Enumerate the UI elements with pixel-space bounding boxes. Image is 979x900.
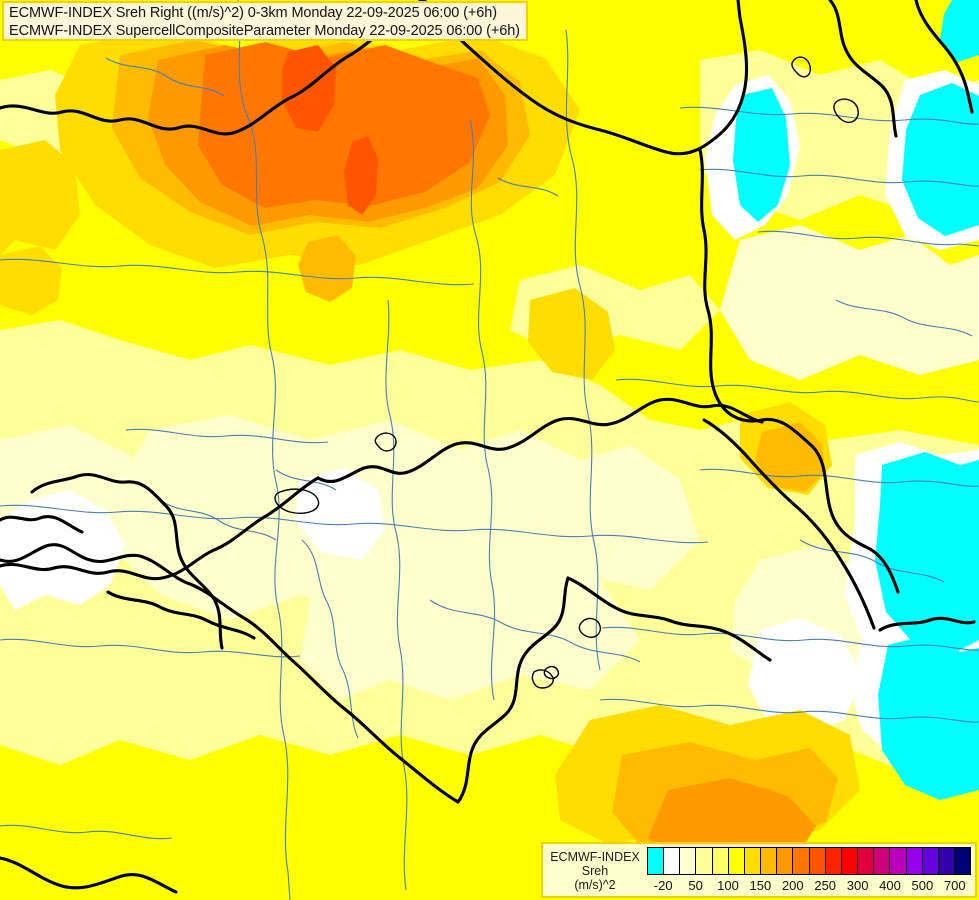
color-swatch-5 <box>728 848 745 874</box>
title-line-2: ECMWF-INDEX SupercellCompositeParameter … <box>9 22 520 39</box>
color-swatch-0 <box>648 848 665 874</box>
colorbar-tick-700: 700 <box>943 878 966 893</box>
colorbar-tick-200: 200 <box>781 878 804 893</box>
legend-label-block: ECMWF-INDEX Sreh (m/s)^2 <box>543 844 647 896</box>
colorbar-tick-labels: -20 50 100 150 200 250 300 400 500 700 <box>647 876 971 898</box>
color-swatch-strip <box>647 847 971 875</box>
contour-band-400-500 <box>198 42 490 208</box>
colorbar-tick-150: 150 <box>749 878 772 893</box>
colorbar-tick-300: 300 <box>846 878 869 893</box>
map-title-box: ECMWF-INDEX Sreh Right ((m/s)^2) 0-3km M… <box>2 1 528 41</box>
color-swatch-2 <box>680 848 697 874</box>
color-swatch-3 <box>696 848 713 874</box>
color-swatch-15 <box>890 848 907 874</box>
color-swatch-19 <box>954 848 971 874</box>
colorbar-tick-250: 250 <box>814 878 837 893</box>
color-swatch-4 <box>712 848 729 874</box>
legend-units: (m/s)^2 <box>574 877 616 892</box>
color-swatch-9 <box>793 848 810 874</box>
legend-title: ECMWF-INDEX <box>550 849 640 864</box>
color-swatch-1 <box>664 848 681 874</box>
color-swatch-6 <box>744 848 762 874</box>
color-swatch-16 <box>906 848 923 874</box>
color-swatch-13 <box>858 848 875 874</box>
color-swatch-18 <box>938 848 955 874</box>
color-swatch-11 <box>825 848 842 874</box>
colorbar-tick--20: -20 <box>653 878 673 893</box>
color-scale-legend[interactable]: ECMWF-INDEX Sreh (m/s)^2 -20 50 100 150 200 2… <box>541 842 977 898</box>
colorbar-tick-50: 50 <box>688 878 703 893</box>
color-swatch-8 <box>777 848 794 874</box>
color-swatch-10 <box>809 848 826 874</box>
color-swatch-17 <box>922 848 939 874</box>
color-swatch-14 <box>874 848 891 874</box>
colorbar-tick-100: 100 <box>717 878 739 893</box>
color-swatch-7 <box>761 848 778 874</box>
contour-band-500-700 <box>282 45 378 215</box>
title-line-1: ECMWF-INDEX Sreh Right ((m/s)^2) 0-3km M… <box>9 4 497 21</box>
color-swatch-12 <box>841 848 859 874</box>
colorbar-tick-500: 500 <box>911 878 934 893</box>
colorbar-tick-400: 400 <box>879 878 901 893</box>
legend-scale: -20 50 100 150 200 250 300 400 500 700 <box>647 844 975 896</box>
contour-inner-pockets <box>0 235 356 315</box>
legend-variable: Sreh <box>581 863 609 878</box>
